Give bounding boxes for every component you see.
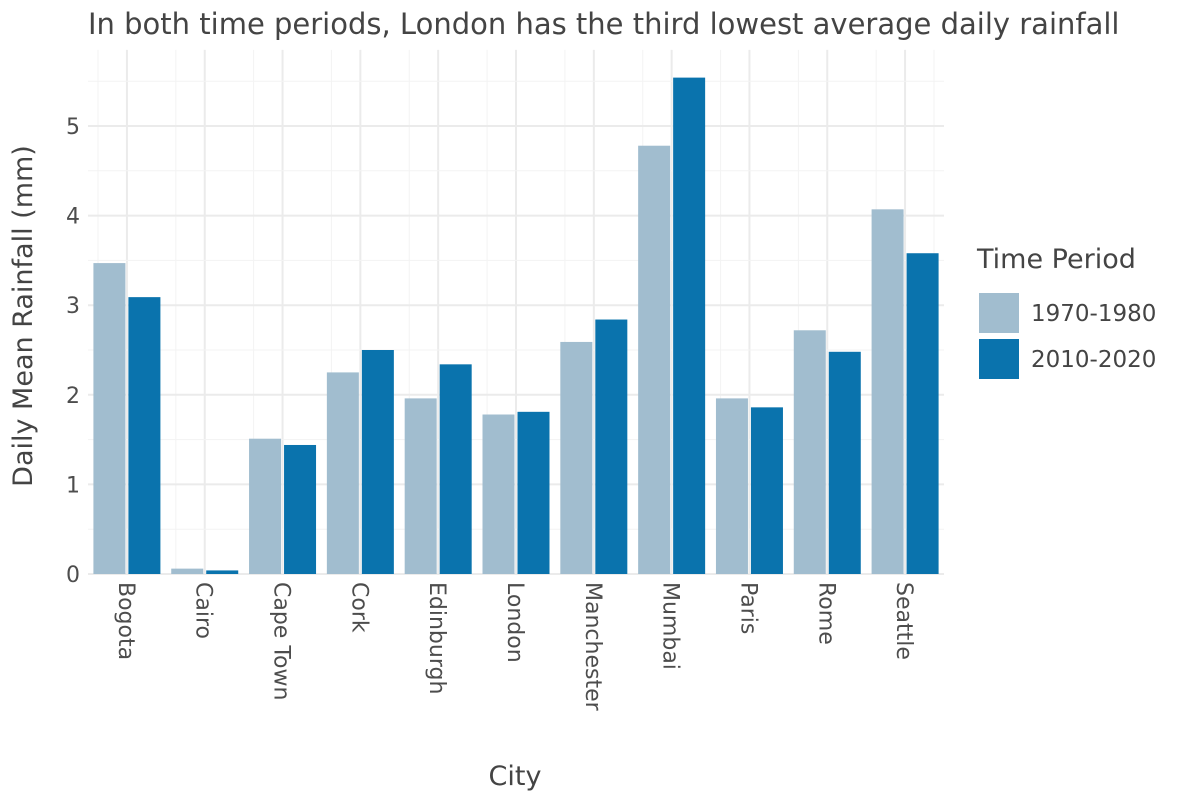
x-axis-tick-labels: Bogota Cairo Cape Town Cork Edinburgh London M…	[113, 582, 916, 712]
legend-swatch-2010-2020	[979, 339, 1019, 379]
x-tick-label: London	[502, 582, 527, 663]
x-tick: Edinburgh	[424, 582, 449, 694]
bar-rome-1970-1980	[793, 330, 826, 574]
x-tick: London	[502, 582, 527, 663]
bar-edinburgh-1970-1980	[404, 398, 437, 574]
bar-edinburgh-2010-2020	[439, 364, 472, 574]
x-tick-label: Cape Town	[269, 582, 294, 700]
bar-london-2010-2020	[517, 411, 550, 574]
x-tick-label: Bogota	[113, 582, 138, 660]
bar-seattle-1970-1980	[871, 209, 904, 574]
bar-mumbai-1970-1980	[638, 145, 671, 574]
x-tick: Seattle	[891, 582, 916, 660]
bar-cape-town-1970-1980	[249, 438, 282, 574]
bar-cairo-1970-1980	[171, 568, 204, 574]
legend: Time Period 1970-1980 2010-2020	[976, 244, 1156, 379]
x-tick: Manchester	[580, 582, 605, 712]
bar-seattle-2010-2020	[906, 253, 939, 574]
bar-mumbai-2010-2020	[673, 77, 706, 574]
x-tick-label: Edinburgh	[424, 582, 449, 694]
bar-bogota-2010-2020	[128, 297, 161, 574]
x-tick: Cairo	[191, 582, 216, 639]
legend-swatch-1970-1980	[979, 293, 1019, 333]
bar-cairo-2010-2020	[206, 570, 239, 574]
y-axis-tick-labels: 0 1 2 3 4 5	[66, 115, 80, 588]
x-tick-label: Seattle	[891, 582, 916, 660]
x-tick-label: Paris	[735, 582, 760, 634]
x-tick-label: Rome	[813, 582, 838, 645]
bars	[93, 77, 939, 574]
x-tick: Paris	[735, 582, 760, 634]
bar-london-1970-1980	[482, 414, 515, 574]
y-tick-label: 2	[66, 384, 80, 409]
x-tick-label: Manchester	[580, 582, 605, 712]
legend-title: Time Period	[976, 244, 1136, 275]
bar-manchester-2010-2020	[595, 319, 628, 574]
chart-title: In both time periods, London has the thi…	[88, 7, 1119, 41]
y-tick-label: 4	[66, 205, 80, 230]
x-tick-label: Cairo	[191, 582, 216, 639]
bar-cork-2010-2020	[361, 350, 394, 574]
legend-label: 2010-2020	[1031, 347, 1156, 373]
x-tick: Cape Town	[269, 582, 294, 700]
y-axis-title: Daily Mean Rainfall (mm)	[8, 145, 39, 487]
y-tick-label: 5	[66, 115, 80, 140]
x-tick-label: Mumbai	[658, 582, 683, 670]
bar-cape-town-2010-2020	[284, 444, 317, 574]
x-tick-label: Cork	[346, 582, 371, 633]
x-tick: Mumbai	[658, 582, 683, 670]
x-tick: Bogota	[113, 582, 138, 660]
y-tick-label: 0	[66, 563, 80, 588]
legend-label: 1970-1980	[1031, 301, 1156, 327]
y-tick-label: 1	[66, 473, 80, 498]
bar-bogota-1970-1980	[93, 263, 126, 574]
bar-rome-2010-2020	[828, 351, 861, 574]
x-tick: Rome	[813, 582, 838, 645]
bar-manchester-1970-1980	[560, 341, 593, 574]
y-tick-label: 3	[66, 294, 80, 319]
x-tick: Cork	[346, 582, 371, 633]
bar-paris-2010-2020	[750, 407, 783, 574]
bar-paris-1970-1980	[715, 398, 748, 574]
x-axis-title: City	[489, 761, 542, 792]
bar-cork-1970-1980	[326, 372, 359, 574]
